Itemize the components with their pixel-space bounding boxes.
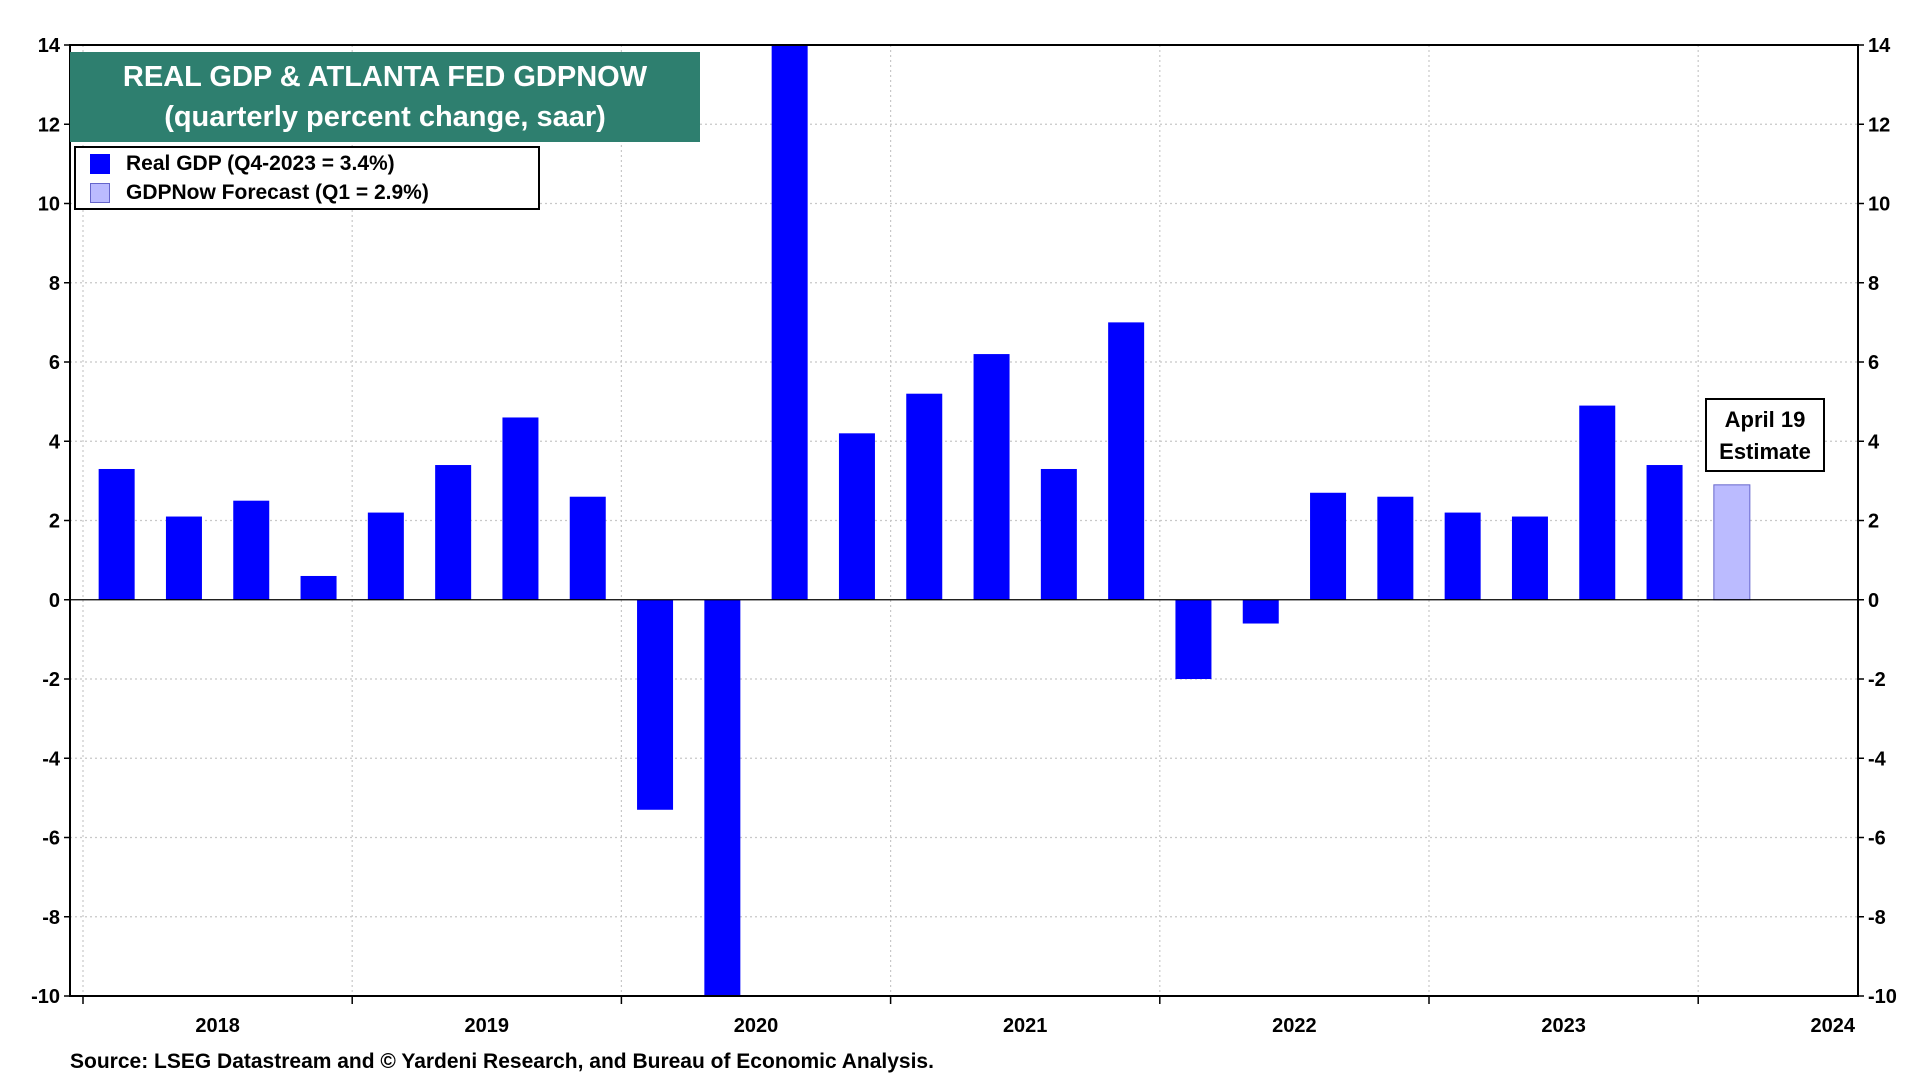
bar-real-gdp xyxy=(1310,492,1347,600)
bar-real-gdp xyxy=(233,500,270,600)
y-tick-label-left: -6 xyxy=(42,828,60,850)
legend-item-gdpnow: GDPNow Forecast (Q1 = 2.9%) xyxy=(90,180,429,206)
x-year-label: 2021 xyxy=(1003,1015,1048,1037)
y-tick-label-right: -4 xyxy=(1868,748,1887,770)
x-year-label: 2019 xyxy=(465,1015,510,1037)
x-year-label: 2023 xyxy=(1541,1015,1586,1037)
y-axis-labels: 14 14 12 12 10 10 8 8 6 6 4 4 2 2 0 0 -2 -2 -4 -4 -6 -6 -8 -8 -1… xyxy=(31,35,1897,1008)
legend: Real GDP (Q4-2023 = 3.4%) GDPNow Forecas… xyxy=(74,146,540,210)
bar-real-gdp xyxy=(98,468,135,600)
bar-real-gdp xyxy=(838,433,875,600)
y-tick-label-left: -10 xyxy=(31,986,60,1008)
y-tick-label-right: 8 xyxy=(1868,273,1879,295)
bar-real-gdp xyxy=(1646,465,1683,600)
bar-real-gdp xyxy=(637,599,674,810)
bar-real-gdp xyxy=(704,599,741,996)
y-tick-label-left: 0 xyxy=(49,590,60,612)
x-year-label: 2018 xyxy=(195,1015,240,1037)
y-tick-label-left: 14 xyxy=(38,35,61,57)
y-tick-label-right: 6 xyxy=(1868,352,1879,374)
bar-real-gdp xyxy=(1444,512,1481,600)
bar-gdpnow-forecast xyxy=(1713,484,1751,601)
y-tick-label-right: -6 xyxy=(1868,828,1886,850)
estimate-annotation: April 19 Estimate xyxy=(1705,398,1825,472)
y-tick-label-left: 8 xyxy=(49,273,60,295)
bar-real-gdp xyxy=(1040,468,1077,600)
legend-swatch-real-gdp xyxy=(90,154,110,174)
bar-real-gdp xyxy=(1579,405,1616,600)
bar-real-gdp xyxy=(1108,322,1145,600)
y-tick-label-right: 14 xyxy=(1868,35,1891,57)
legend-label-real-gdp: Real GDP (Q4-2023 = 3.4%) xyxy=(126,152,395,175)
y-tick-label-right: 12 xyxy=(1868,114,1890,136)
year-labels: 2018 2019 2020 2021 2022 2023 2024 xyxy=(195,1015,1856,1037)
y-tick-label-left: 12 xyxy=(38,114,60,136)
y-tick-label-left: -4 xyxy=(42,748,61,770)
x-year-label: 2022 xyxy=(1272,1015,1317,1037)
bar-real-gdp xyxy=(1511,516,1548,600)
bar-real-gdp xyxy=(502,417,539,600)
bar-real-gdp xyxy=(1175,599,1212,679)
x-year-label: 2020 xyxy=(734,1015,779,1037)
y-tick-label-left: 6 xyxy=(49,352,60,374)
y-tick-label-right: -8 xyxy=(1868,907,1886,929)
bar-real-gdp xyxy=(435,465,472,600)
chart-title-line2: (quarterly percent change, saar) xyxy=(164,101,606,133)
y-tick-label-right: -2 xyxy=(1868,669,1886,691)
y-tick-label-right: 4 xyxy=(1868,431,1880,453)
bar-real-gdp xyxy=(1242,599,1279,624)
chart-title-line1: REAL GDP & ATLANTA FED GDPNOW xyxy=(122,61,648,93)
bar-real-gdp xyxy=(367,512,404,600)
y-tick-label-right: 0 xyxy=(1868,590,1879,612)
y-tick-label-left: -8 xyxy=(42,907,60,929)
bar-real-gdp xyxy=(906,393,943,600)
source-note: Source: LSEG Datastream and © Yardeni Re… xyxy=(70,1050,934,1073)
y-tick-label-left: 10 xyxy=(38,194,60,216)
bar-real-gdp xyxy=(973,354,1010,600)
legend-item-real-gdp: Real GDP (Q4-2023 = 3.4%) xyxy=(90,151,395,177)
estimate-line2: Estimate xyxy=(1719,439,1811,464)
bar-real-gdp xyxy=(1377,496,1414,600)
bar-real-gdp xyxy=(300,575,337,600)
plot-frame xyxy=(69,44,1859,997)
gridlines xyxy=(70,45,1858,996)
legend-label-gdpnow: GDPNow Forecast (Q1 = 2.9%) xyxy=(126,181,429,204)
bar-real-gdp xyxy=(771,45,808,600)
y-tick-label-left: 2 xyxy=(49,511,60,533)
legend-swatch-gdpnow xyxy=(90,183,110,203)
bar-real-gdp xyxy=(165,516,202,600)
y-tick-label-left: -2 xyxy=(42,669,60,691)
bars xyxy=(98,45,1751,996)
y-tick-label-right: 10 xyxy=(1868,194,1890,216)
y-tick-label-right: -10 xyxy=(1868,986,1897,1008)
estimate-line1: April 19 xyxy=(1724,407,1806,432)
bar-real-gdp xyxy=(569,496,606,600)
y-tick-label-right: 2 xyxy=(1868,511,1879,533)
y-tick-label-left: 4 xyxy=(49,431,61,453)
x-year-label: 2024 xyxy=(1811,1015,1856,1037)
chart-title: REAL GDP & ATLANTA FED GDPNOW (quarterly… xyxy=(70,52,700,142)
